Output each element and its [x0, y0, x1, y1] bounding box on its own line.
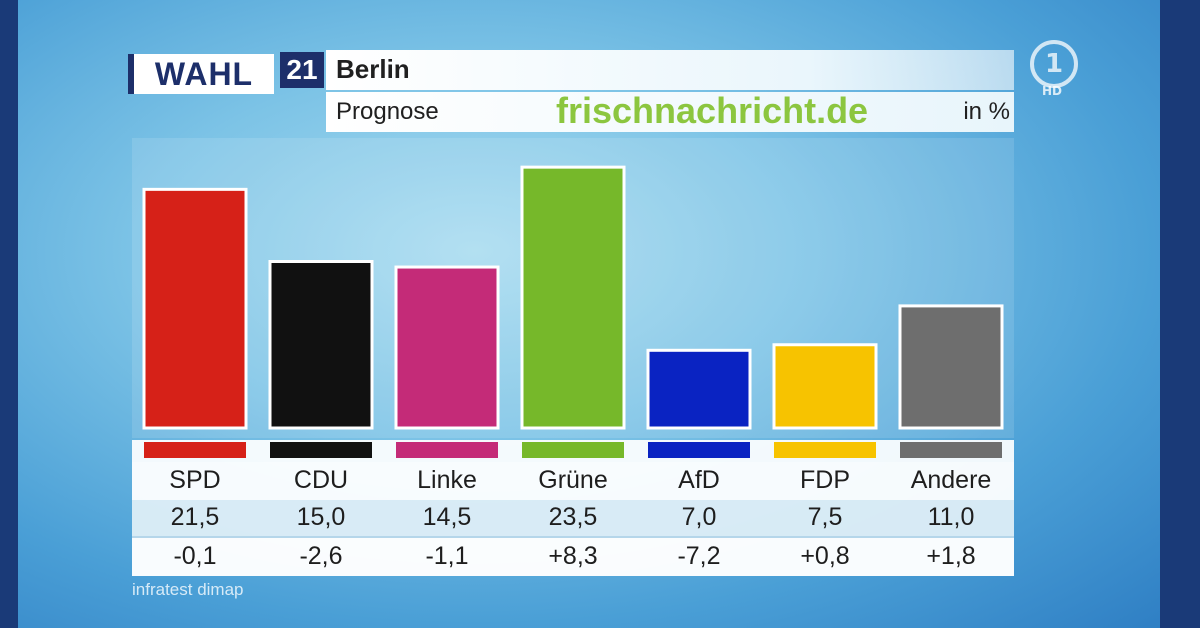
- value-label: 21,5: [170, 503, 220, 531]
- chart-title: Berlin: [336, 54, 410, 84]
- title-box: [326, 50, 1014, 90]
- color-strip-row: [132, 440, 1014, 462]
- value-label: 15,0: [296, 503, 346, 531]
- color-strip-spd: [144, 442, 246, 458]
- bar-cdu: [268, 260, 374, 430]
- frame-left: [0, 0, 18, 628]
- bar-andere: [898, 304, 1004, 430]
- hd-badge: HD: [1042, 84, 1063, 98]
- change-label: -1,1: [425, 542, 469, 570]
- ard-logo-icon: 1: [1030, 40, 1078, 88]
- party-label: Grüne: [538, 466, 608, 494]
- color-strip-afd: [648, 442, 750, 458]
- party-label: AfD: [678, 466, 720, 494]
- color-strip-cdu: [270, 442, 372, 458]
- value-label: 14,5: [422, 503, 472, 531]
- value-label: 7,5: [807, 503, 843, 531]
- source-label: infratest dimap: [132, 580, 244, 599]
- frame-right: [1160, 0, 1200, 628]
- party-name-row: SPD CDU Linke Grüne AfD FDP Andere: [132, 462, 1014, 500]
- color-strip-andere: [900, 442, 1002, 458]
- unit-label: in %: [963, 98, 1010, 125]
- value-row: 21,5 15,0 14,5 23,5 7,0 7,5 11,0: [132, 500, 1014, 536]
- subtitle-box: [326, 92, 1014, 132]
- change-label: -7,2: [677, 542, 721, 570]
- wahl-logo-number: 21: [280, 52, 324, 88]
- color-strip-grüne: [522, 442, 624, 458]
- chart-subtitle: Prognose: [336, 98, 439, 125]
- change-label: +1,8: [926, 542, 976, 570]
- change-row: -0,1 -2,6 -1,1 +8,3 -7,2 +0,8 +1,8: [132, 536, 1014, 576]
- results-table: SPD CDU Linke Grüne AfD FDP Andere 21,5 15,0 14,…: [132, 440, 1014, 576]
- change-label: +8,3: [548, 542, 598, 570]
- color-strip-linke: [396, 442, 498, 458]
- color-strip-fdp: [774, 442, 876, 458]
- change-label: -0,1: [173, 542, 217, 570]
- bar-fdp: [772, 343, 878, 430]
- bar-spd: [142, 187, 248, 430]
- bar-linke: [394, 265, 500, 430]
- party-label: Andere: [910, 466, 992, 494]
- change-label: +0,8: [800, 542, 850, 570]
- value-label: 11,0: [927, 503, 975, 531]
- party-label: Linke: [417, 466, 477, 494]
- value-label: 23,5: [548, 503, 598, 531]
- party-label: FDP: [800, 466, 850, 494]
- value-label: 7,0: [681, 503, 717, 531]
- party-label: SPD: [169, 466, 221, 494]
- party-label: CDU: [293, 466, 349, 494]
- watermark: frischnachricht.de: [556, 90, 869, 131]
- wahl-logo: WAHL: [128, 54, 274, 94]
- bar-afd: [646, 348, 752, 430]
- change-label: -2,6: [299, 542, 343, 570]
- bar-grüne: [520, 165, 626, 430]
